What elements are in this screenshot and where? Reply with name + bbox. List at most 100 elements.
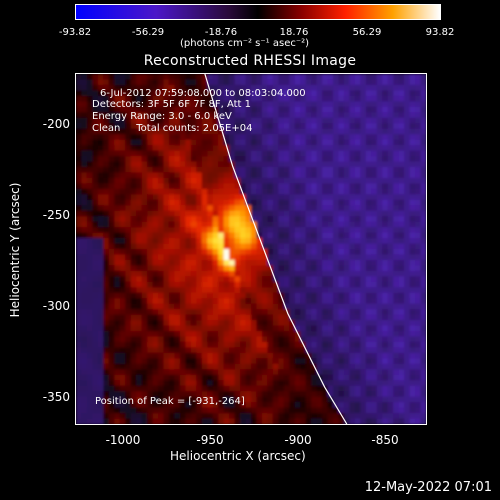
heatmap-cell	[152, 216, 159, 223]
heatmap-cell	[190, 254, 197, 261]
heatmap-cell	[387, 391, 394, 398]
heatmap-cell	[376, 358, 383, 365]
heatmap-cell	[119, 139, 126, 146]
heatmap-cell	[267, 331, 274, 338]
heatmap-cell	[300, 270, 307, 277]
heatmap-cell	[240, 199, 247, 206]
heatmap-cell	[294, 292, 301, 299]
heatmap-cell	[152, 369, 159, 376]
heatmap-cell	[245, 418, 252, 424]
heatmap-cell	[81, 112, 88, 119]
heatmap-cell	[311, 314, 318, 321]
heatmap-cell	[207, 101, 214, 108]
heatmap-cell	[398, 210, 405, 217]
heatmap-cell	[283, 79, 290, 86]
heatmap-cell	[294, 363, 301, 370]
heatmap-cell	[393, 101, 400, 108]
heatmap-cell	[409, 156, 416, 163]
heatmap-cell	[103, 95, 110, 102]
heatmap-cell	[114, 276, 121, 283]
heatmap-cell	[278, 396, 285, 403]
heatmap-cell	[278, 172, 285, 179]
heatmap-cell	[76, 369, 83, 376]
heatmap-cell	[234, 117, 241, 124]
heatmap-cell	[261, 79, 269, 86]
heatmap-cell	[349, 145, 356, 152]
heatmap-cell	[163, 298, 170, 305]
heatmap-cell	[179, 232, 186, 239]
heatmap-cell	[300, 139, 307, 146]
heatmap-cell	[147, 210, 154, 217]
heatmap-cell	[229, 112, 236, 119]
heatmap-cell	[179, 205, 186, 212]
heatmap-cell	[311, 331, 318, 338]
heatmap-cell	[76, 199, 83, 206]
heatmap-cell	[158, 188, 165, 195]
heatmap-cell	[212, 227, 219, 234]
heatmap-cell	[97, 270, 104, 277]
heatmap-cell	[322, 314, 329, 321]
heatmap-cell	[174, 407, 181, 414]
heatmap-cell	[316, 363, 323, 370]
heatmap-cell	[256, 402, 263, 409]
heatmap-cell	[365, 413, 372, 420]
heatmap-cell	[130, 156, 137, 163]
heatmap-cell	[185, 287, 192, 294]
heatmap-cell	[294, 303, 301, 310]
heatmap-cell	[283, 117, 290, 124]
heatmap-cell	[294, 254, 301, 261]
heatmap-cell	[305, 385, 312, 392]
heatmap-cell	[294, 298, 301, 305]
heatmap-cell	[305, 363, 312, 370]
heatmap-cell	[76, 161, 83, 168]
heatmap-cell	[234, 314, 241, 321]
heatmap-cell	[360, 336, 367, 343]
heatmap-cell	[327, 238, 334, 245]
heatmap-cell	[278, 166, 285, 174]
heatmap-cell	[76, 90, 83, 97]
heatmap-cell	[234, 172, 241, 179]
heatmap-cell	[152, 352, 159, 359]
heatmap-cell	[218, 221, 225, 228]
heatmap-cell	[415, 254, 422, 261]
heatmap-cell	[97, 128, 104, 135]
heatmap-cell	[387, 106, 394, 113]
heatmap-cell	[387, 128, 394, 135]
heatmap-cell	[234, 320, 241, 327]
heatmap-cell	[119, 298, 126, 305]
heatmap-cell	[240, 309, 247, 316]
heatmap-cell	[174, 374, 181, 381]
heatmap-cell	[92, 385, 99, 392]
heatmap-cell	[327, 161, 334, 168]
heatmap-cell	[245, 188, 252, 195]
heatmap-cell	[322, 232, 329, 239]
heatmap-cell	[174, 287, 181, 294]
heatmap-cell	[179, 183, 186, 190]
heatmap-cell	[300, 413, 307, 420]
heatmap-cell	[261, 363, 269, 370]
heatmap-cell	[245, 232, 252, 239]
heatmap-cell	[240, 336, 247, 343]
heatmap-cell	[103, 331, 110, 338]
heatmap-cell	[86, 276, 94, 283]
heatmap-cell	[420, 106, 426, 113]
heatmap-cell	[393, 221, 400, 228]
heatmap-cell	[294, 402, 301, 409]
heatmap-cell	[207, 150, 214, 157]
heatmap-cell	[119, 369, 126, 376]
heatmap-cell	[338, 347, 345, 354]
heatmap-cell	[393, 287, 400, 294]
heatmap-cell	[168, 336, 176, 343]
heatmap-cell	[360, 150, 367, 157]
heatmap-cell	[196, 243, 203, 250]
heatmap-cell	[371, 413, 378, 420]
heatmap-cell	[333, 407, 340, 414]
heatmap-cell	[404, 352, 411, 359]
heatmap-cell	[223, 281, 230, 288]
heatmap-cell	[349, 243, 356, 250]
heatmap-cell	[256, 303, 263, 310]
heatmap-cell	[338, 407, 345, 414]
heatmap-cell	[147, 188, 154, 195]
heatmap-cell	[212, 341, 219, 349]
heatmap-cell	[125, 150, 132, 157]
